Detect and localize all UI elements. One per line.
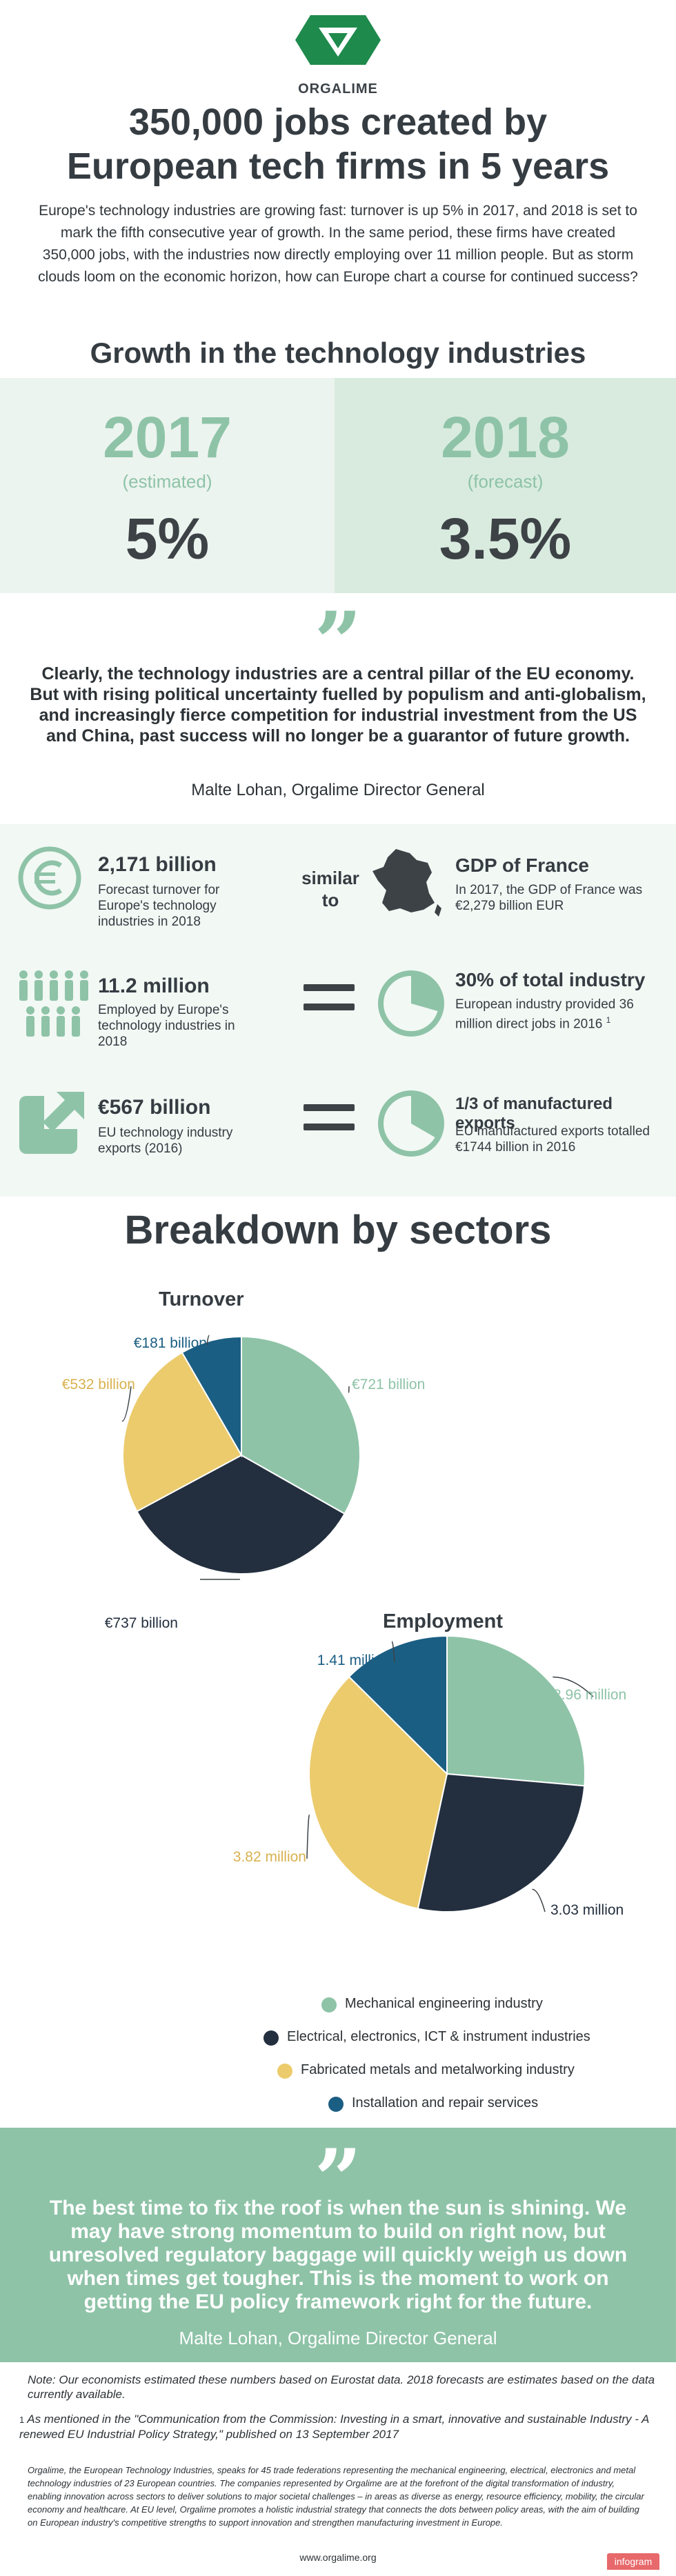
breakdown-heading: Breakdown by sectors xyxy=(124,1208,552,1252)
legend-label: Electrical, electronics, ICT & instrumen… xyxy=(287,2029,590,2044)
quote-mark-icon: ” xyxy=(314,601,362,657)
legend-label: Mechanical engineering industry xyxy=(345,1996,543,2011)
logo-wordmark: ORGALIME xyxy=(298,81,378,97)
pie-data-label: €181 billion xyxy=(134,1335,207,1351)
france-map-icon xyxy=(372,849,441,917)
quote-text: Clearly, the technology industries are a… xyxy=(30,664,646,746)
stat-title: 2,171 billion xyxy=(98,853,217,876)
employment-chart-title: Employment xyxy=(383,1610,504,1633)
legend-swatch xyxy=(277,2064,292,2079)
stat-description: Forecast turnover for Europe's technolog… xyxy=(98,883,220,929)
euro-icon xyxy=(18,846,81,910)
pie-slice xyxy=(241,1335,361,1515)
stat-description: Employed by Europe's technology industri… xyxy=(98,1003,235,1049)
pie-segment-icon xyxy=(378,1090,444,1157)
pie-data-label: 3.03 million xyxy=(550,1902,624,1918)
growth-year: 2017 xyxy=(103,405,232,470)
footnote-number: 1 xyxy=(19,2415,25,2425)
pie-slice xyxy=(417,1773,586,1913)
export-arrow-icon xyxy=(19,1089,84,1154)
page-title-line-2: European tech firms in 5 years xyxy=(66,146,610,187)
right-stat-description: EU manufactured exports totalled €1744 b… xyxy=(455,1124,650,1155)
about-orgalime: Orgalime, the European Technology Indust… xyxy=(28,2465,644,2528)
equals-icon xyxy=(304,1104,355,1135)
orgalime-logo: ORGALIME xyxy=(0,12,676,97)
growth-value: 3.5% xyxy=(439,506,572,571)
quote-text: The best time to fix the roof is when th… xyxy=(48,2197,628,2313)
turnover-pie-chart: €721 billion €737 billion €532 billion €181… xyxy=(62,1335,425,1631)
footnote-marker: 1 xyxy=(606,1015,611,1025)
stat-description: EU technology industry exports (2016) xyxy=(98,1126,233,1156)
growth-panel-2017: 2017 (estimated) 5% xyxy=(0,378,335,593)
pie-data-label: 2.96 million xyxy=(553,1687,626,1703)
sector-pie-charts: €721 billion €737 billion €532 billion €181… xyxy=(62,1335,626,1918)
legend-swatch xyxy=(321,1997,337,2013)
pie-leader-line xyxy=(206,1335,210,1346)
legend-label: Fabricated metals and metalworking indus… xyxy=(301,2062,575,2077)
legend-swatch xyxy=(264,2030,279,2046)
pie-slice xyxy=(122,1351,243,1512)
quote-author: Malte Lohan, Orgalime Director General xyxy=(179,2328,497,2348)
stat-title: 11.2 million xyxy=(98,975,210,997)
page-title: 350,000 jobs created by European tech fi… xyxy=(41,100,635,188)
closing-quote-panel: ” The best time to fix the roof is when … xyxy=(0,2128,676,2362)
growth-panel-2018: 2018 (forecast) 3.5% xyxy=(335,378,676,593)
pie-data-label: €532 billion xyxy=(62,1377,135,1392)
reference-footnote: 1 As mentioned in the "Communication from… xyxy=(19,2412,661,2442)
turnover-chart-title: Turnover xyxy=(159,1288,244,1310)
right-stat-title: 1/3 of manufactured exports xyxy=(455,1095,613,1132)
quote-author: Malte Lohan, Orgalime Director General xyxy=(191,781,485,799)
growth-value: 5% xyxy=(125,506,210,571)
stats-panel: 2,171 billion Forecast turnover for Euro… xyxy=(0,824,676,1197)
growth-note: (forecast) xyxy=(467,471,544,492)
pie-data-label: €737 billion xyxy=(105,1615,178,1631)
website-link[interactable]: www.orgalime.org xyxy=(299,2552,377,2563)
pie-data-label: 3.82 million xyxy=(233,1849,306,1865)
pie-data-label: 1.41 million xyxy=(317,1653,390,1668)
pie-data-label: €721 billion xyxy=(352,1377,425,1392)
pie-leader-line xyxy=(391,1641,395,1663)
pie-leader-line xyxy=(121,1386,132,1422)
pie-slice xyxy=(348,1635,448,1776)
footnote-text: As mentioned in the "Communication from … xyxy=(19,2413,649,2441)
right-stat-title: 30% of total industry xyxy=(455,969,646,990)
pie-slice xyxy=(181,1335,242,1458)
pie-slice xyxy=(446,1635,586,1787)
chart-legend: Mechanical engineering industry Electric… xyxy=(0,1986,676,2124)
pie-leader-line xyxy=(532,1888,546,1913)
orgalime-logo-icon xyxy=(295,15,381,65)
similar-to-connector: similar to xyxy=(301,868,359,910)
people-icon xyxy=(19,970,88,1037)
employment-pie-chart: 2.96 million 3.03 million 3.82 million 1.41… xyxy=(233,1635,626,1918)
growth-heading: Growth in the technology industries xyxy=(90,337,586,369)
right-stat-description: European industry provided 36 million di… xyxy=(455,997,662,1032)
equals-icon xyxy=(304,984,355,1015)
pie-slice xyxy=(136,1454,346,1575)
intro-paragraph: Europe's technology industries are growi… xyxy=(38,203,638,285)
right-stat-title: GDP of France xyxy=(455,855,589,876)
growth-note: (estimated) xyxy=(122,471,212,492)
stat-title: €567 billion xyxy=(98,1096,211,1119)
pie-slice xyxy=(308,1675,448,1910)
pie-leader-line xyxy=(553,1676,594,1697)
page-title-line-1: 350,000 jobs created by xyxy=(128,101,548,143)
pie-segment-icon xyxy=(378,970,444,1037)
quote-mark-icon: ” xyxy=(314,2139,362,2194)
pie-leader-line xyxy=(306,1814,310,1859)
right-stat-description-text: European industry provided 36 million di… xyxy=(455,997,634,1032)
growth-year: 2018 xyxy=(441,405,570,470)
legend-swatch xyxy=(328,2097,344,2112)
legend-label: Installation and repair services xyxy=(352,2095,539,2110)
infogram-badge[interactable]: infogram xyxy=(607,2553,659,2570)
right-stat-description: In 2017, the GDP of France was €2,279 bi… xyxy=(455,883,643,913)
methodology-note: Note: Our economists estimated these num… xyxy=(28,2373,655,2401)
